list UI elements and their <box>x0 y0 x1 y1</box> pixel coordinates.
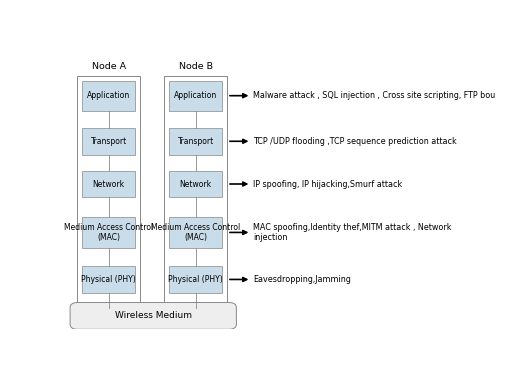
Text: MAC spoofing,Identity thef,MITM attack , Network
injection: MAC spoofing,Identity thef,MITM attack ,… <box>253 223 452 242</box>
Text: Eavesdropping,Jamming: Eavesdropping,Jamming <box>253 275 351 284</box>
Text: Network: Network <box>180 179 212 188</box>
FancyBboxPatch shape <box>82 81 135 111</box>
FancyBboxPatch shape <box>70 303 236 329</box>
FancyBboxPatch shape <box>82 171 135 197</box>
Text: Network: Network <box>93 179 125 188</box>
Text: IP spoofing, IP hijacking,Smurf attack: IP spoofing, IP hijacking,Smurf attack <box>253 179 402 188</box>
FancyBboxPatch shape <box>170 81 222 111</box>
FancyBboxPatch shape <box>77 76 140 304</box>
Text: Physical (PHY): Physical (PHY) <box>168 275 223 284</box>
Text: Application: Application <box>87 91 130 100</box>
Text: Node A: Node A <box>92 63 126 71</box>
FancyBboxPatch shape <box>170 128 222 155</box>
FancyBboxPatch shape <box>170 171 222 197</box>
Text: Node B: Node B <box>179 63 213 71</box>
Text: Wireless Medium: Wireless Medium <box>115 312 192 320</box>
Text: Physical (PHY): Physical (PHY) <box>81 275 136 284</box>
FancyBboxPatch shape <box>82 266 135 293</box>
FancyBboxPatch shape <box>82 217 135 248</box>
FancyBboxPatch shape <box>170 266 222 293</box>
Text: Medium Access Control
(MAC): Medium Access Control (MAC) <box>151 223 240 242</box>
Text: Medium Access Control
(MAC): Medium Access Control (MAC) <box>64 223 153 242</box>
FancyBboxPatch shape <box>82 128 135 155</box>
Text: Application: Application <box>174 91 217 100</box>
FancyBboxPatch shape <box>164 76 227 304</box>
Text: Transport: Transport <box>91 137 127 146</box>
Text: Transport: Transport <box>177 137 214 146</box>
FancyBboxPatch shape <box>170 217 222 248</box>
Text: TCP /UDP flooding ,TCP sequence prediction attack: TCP /UDP flooding ,TCP sequence predicti… <box>253 137 457 146</box>
Text: Malware attack , SQL injection , Cross site scripting, FTP bou: Malware attack , SQL injection , Cross s… <box>253 91 495 100</box>
